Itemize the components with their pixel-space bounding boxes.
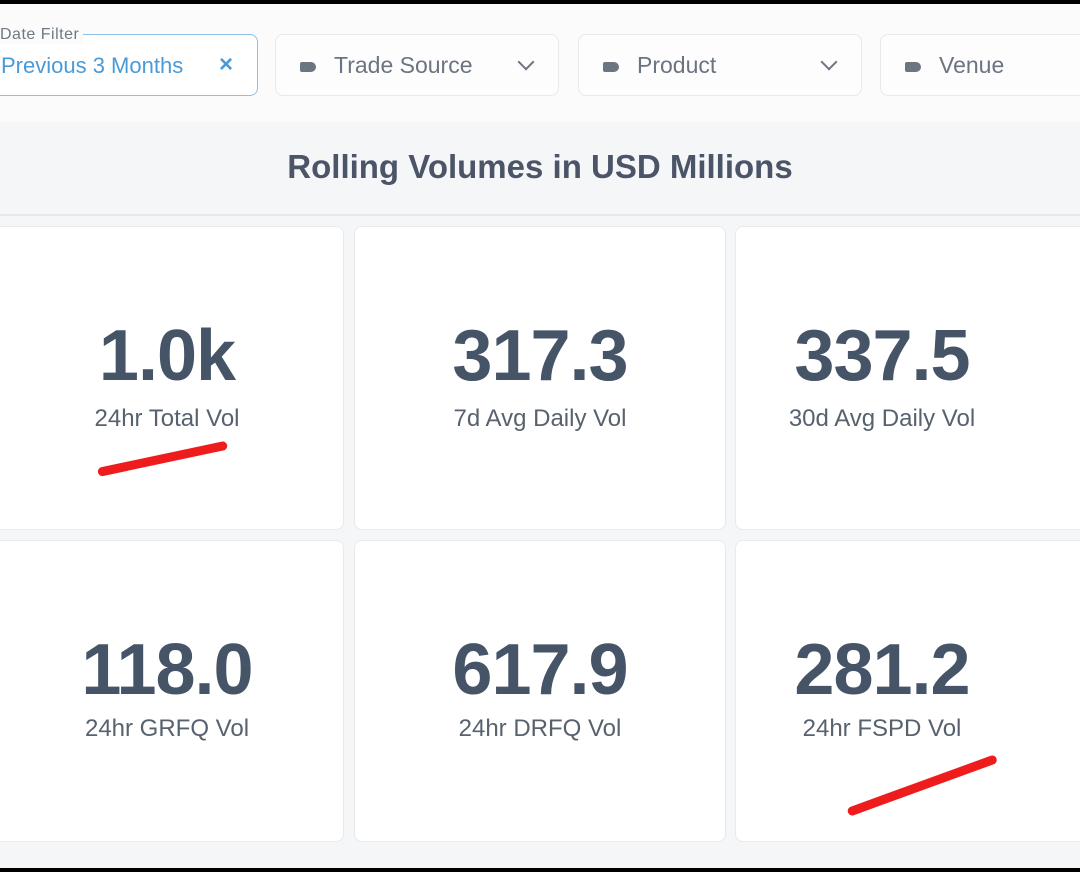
metric-value: 1.0k (98, 316, 236, 396)
trade-source-filter[interactable]: Trade Source (275, 34, 559, 96)
tag-icon (300, 62, 316, 72)
metric-label: 24hr DRFQ Vol (458, 715, 622, 742)
section-title: Rolling Volumes in USD Millions (287, 148, 793, 185)
metric-card: 617.9 24hr DRFQ Vol (354, 540, 726, 842)
metric-label: 24hr Total Vol (94, 405, 240, 432)
metric-card: 317.3 7d Avg Daily Vol (354, 226, 726, 530)
chevron-down-icon[interactable] (820, 53, 838, 71)
metric-card: 1.0k 24hr Total Vol (0, 226, 344, 530)
product-label: Product (637, 52, 717, 78)
dashboard: Previous 3 Months × Date Filter Trade So… (0, 4, 1080, 868)
metric-label: 30d Avg Daily Vol (788, 405, 976, 432)
metric-value: 317.3 (452, 316, 628, 396)
chevron-down-icon[interactable] (517, 53, 535, 71)
tag-icon (603, 62, 619, 72)
metric-card: 337.5 30d Avg Daily Vol (735, 226, 1080, 530)
date-filter-caption: Date Filter (0, 26, 84, 44)
product-filter[interactable]: Product (578, 34, 862, 96)
metric-card: 118.0 24hr GRFQ Vol (0, 540, 344, 842)
tag-icon (905, 62, 921, 72)
metric-value: 337.5 (794, 316, 970, 396)
venue-filter[interactable]: Venue (880, 34, 1080, 96)
date-filter[interactable]: Previous 3 Months × (0, 34, 258, 96)
filter-bar: Previous 3 Months × Date Filter Trade So… (0, 4, 1080, 122)
metric-value: 118.0 (81, 630, 253, 710)
metric-label: 24hr FSPD Vol (802, 715, 962, 742)
metric-card: 281.2 24hr FSPD Vol (735, 540, 1080, 842)
close-icon[interactable]: × (218, 51, 233, 78)
metric-value: 281.2 (794, 630, 970, 710)
trade-source-label: Trade Source (334, 52, 473, 78)
metric-label: 7d Avg Daily Vol (453, 405, 627, 432)
metric-label: 24hr GRFQ Vol (84, 715, 250, 742)
venue-label: Venue (939, 52, 1005, 78)
divider (0, 214, 1080, 216)
date-filter-value: Previous 3 Months (1, 53, 184, 78)
metric-value: 617.9 (452, 630, 628, 710)
